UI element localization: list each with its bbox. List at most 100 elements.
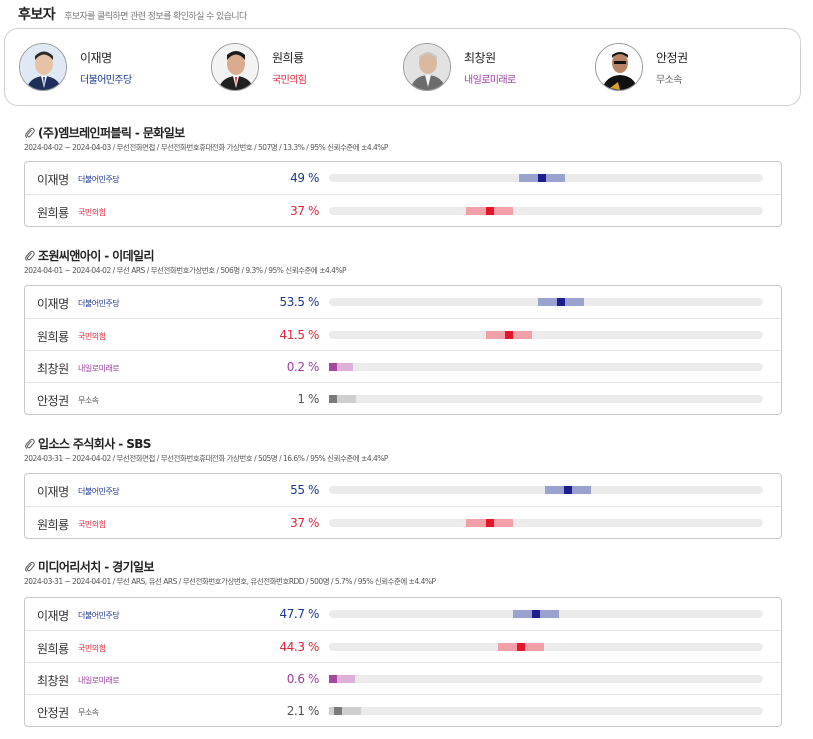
support-point — [329, 363, 337, 371]
candidate-card-1[interactable]: 이재명 더불어민주당 — [19, 43, 132, 91]
candidate-photo — [19, 43, 67, 91]
party-label: 무소속 — [78, 396, 99, 405]
candidate-name: 이재명 — [37, 485, 69, 499]
party-label: 더불어민주당 — [78, 487, 120, 496]
candidate-name: 최창원 — [37, 362, 69, 376]
support-point — [329, 395, 338, 403]
support-bar-track — [329, 207, 763, 215]
candidate-card-4[interactable]: 안정권 무소속 — [595, 43, 688, 91]
party-label: 더불어민주당 — [78, 611, 120, 620]
poll-row[interactable]: 이재명 더불어민주당 47.7 % — [25, 598, 781, 630]
margin-of-error-range — [329, 395, 357, 403]
party-label: 무소속 — [78, 708, 99, 717]
candidate-card-2[interactable]: 원희룡 국민의힘 — [211, 43, 307, 91]
support-percent: 44.3 % — [279, 640, 319, 654]
support-percent: 53.5 % — [279, 295, 319, 309]
candidate-name: 안정권 — [37, 394, 69, 408]
support-bar-track — [329, 363, 763, 371]
support-point — [505, 331, 514, 339]
support-bar-track — [329, 486, 763, 494]
support-percent: 49 % — [290, 171, 319, 185]
poll-row[interactable]: 이재명 더불어민주당 49 % — [25, 162, 781, 194]
candidate-name: 최창원 — [464, 50, 496, 65]
section-header: 후보자 후보자를 클릭하면 관련 정보를 확인하실 수 있습니다 — [18, 4, 247, 24]
support-point — [329, 675, 337, 683]
party-label: 국민의힘 — [78, 332, 106, 341]
candidate-party: 더불어민주당 — [80, 74, 132, 86]
support-percent: 0.2 % — [286, 360, 320, 374]
party-label: 국민의힘 — [78, 208, 106, 217]
poll-results: 이재명 더불어민주당 49 % 원희룡 국민의힘 37 % — [24, 161, 782, 227]
party-label: 국민의힘 — [78, 644, 106, 653]
support-percent: 0.6 % — [286, 672, 320, 686]
paperclip-icon — [25, 561, 35, 572]
support-point — [485, 519, 494, 527]
poll-source: (주)엠브레인퍼블릭 - 문화일보 — [38, 126, 185, 140]
candidate-name: 이재명 — [37, 609, 69, 623]
poll-row[interactable]: 최창원 내일로미래로 0.2 % — [25, 350, 781, 382]
paperclip-icon — [25, 438, 35, 449]
margin-of-error-range — [329, 707, 362, 715]
support-bar-track — [329, 331, 763, 339]
candidate-name: 원희룡 — [37, 206, 69, 220]
poll-results: 이재명 더불어민주당 47.7 % 원희룡 국민의힘 44.3 % 최창원 내일로미래로 0.6… — [24, 597, 782, 727]
poll-details: 2024-03-31 ~ 2024-04-01 / 무선 ARS, 유선 ARS… — [24, 577, 436, 586]
support-bar-track — [329, 610, 763, 618]
support-point — [532, 610, 541, 618]
poll-row[interactable]: 최창원 내일로미래로 0.6 % — [25, 662, 781, 694]
support-bar-track — [329, 395, 763, 403]
poll-row[interactable]: 원희룡 국민의힘 37 % — [25, 194, 781, 226]
poll-row[interactable]: 안정권 무소속 2.1 % — [25, 694, 781, 726]
poll-details: 2024-04-02 ~ 2024-04-03 / 무선전화면접 / 무선전화번… — [24, 143, 388, 152]
candidate-name: 안정권 — [656, 50, 688, 65]
paperclip-icon — [25, 250, 35, 261]
poll-source: 조원씨앤아이 - 이데일리 — [38, 249, 155, 263]
candidate-name: 원희룡 — [272, 50, 304, 65]
support-percent: 47.7 % — [279, 607, 319, 621]
person-icon — [212, 44, 258, 90]
person-icon — [20, 44, 66, 90]
person-icon — [596, 44, 642, 90]
support-point — [485, 207, 494, 215]
support-bar-track — [329, 707, 763, 715]
candidate-card-3[interactable]: 최창원 내일로미래로 — [403, 43, 516, 91]
support-point — [557, 298, 566, 306]
support-percent: 55 % — [290, 483, 319, 497]
poll-row[interactable]: 이재명 더불어민주당 53.5 % — [25, 286, 781, 318]
candidate-name: 안정권 — [37, 706, 69, 720]
party-label: 더불어민주당 — [78, 175, 120, 184]
poll-title: (주)엠브레인퍼블릭 - 문화일보 — [24, 124, 185, 141]
poll-row[interactable]: 원희룡 국민의힘 37 % — [25, 506, 781, 538]
support-point — [334, 707, 343, 715]
poll-title: 입소스 주식회사 - SBS — [24, 435, 151, 452]
section-hint: 후보자를 클릭하면 관련 정보를 확인하실 수 있습니다 — [64, 12, 247, 22]
poll-title: 조원씨앤아이 - 이데일리 — [24, 247, 155, 264]
poll-row[interactable]: 원희룡 국민의힘 41.5 % — [25, 318, 781, 350]
support-point — [517, 643, 526, 651]
party-label: 내일로미래로 — [78, 676, 120, 685]
support-bar-track — [329, 298, 763, 306]
support-percent: 2.1 % — [286, 704, 320, 718]
candidate-name: 원희룡 — [37, 330, 69, 344]
poll-results: 이재명 더불어민주당 55 % 원희룡 국민의힘 37 % — [24, 473, 782, 539]
person-icon — [404, 44, 450, 90]
candidate-list: 이재명 더불어민주당 원희룡 국민의힘 — [4, 28, 801, 106]
margin-of-error-range — [329, 363, 353, 371]
section-title: 후보자 — [18, 7, 56, 23]
candidate-party: 무소속 — [656, 74, 682, 86]
poll-row[interactable]: 원희룡 국민의힘 44.3 % — [25, 630, 781, 662]
margin-of-error-range — [329, 675, 355, 683]
poll-row[interactable]: 이재명 더불어민주당 55 % — [25, 474, 781, 506]
paperclip-icon — [25, 127, 35, 138]
support-point — [563, 486, 572, 494]
poll-details: 2024-04-01 ~ 2024-04-02 / 무선 ARS / 무선전화번… — [24, 266, 347, 275]
poll-source: 미디어리서치 - 경기일보 — [38, 560, 155, 574]
party-label: 국민의힘 — [78, 520, 106, 529]
candidate-name: 이재명 — [37, 173, 69, 187]
poll-row[interactable]: 안정권 무소속 1 % — [25, 382, 781, 414]
candidate-photo — [595, 43, 643, 91]
support-point — [537, 174, 546, 182]
candidate-name: 이재명 — [37, 297, 69, 311]
candidate-name: 최창원 — [37, 674, 69, 688]
candidate-photo — [211, 43, 259, 91]
